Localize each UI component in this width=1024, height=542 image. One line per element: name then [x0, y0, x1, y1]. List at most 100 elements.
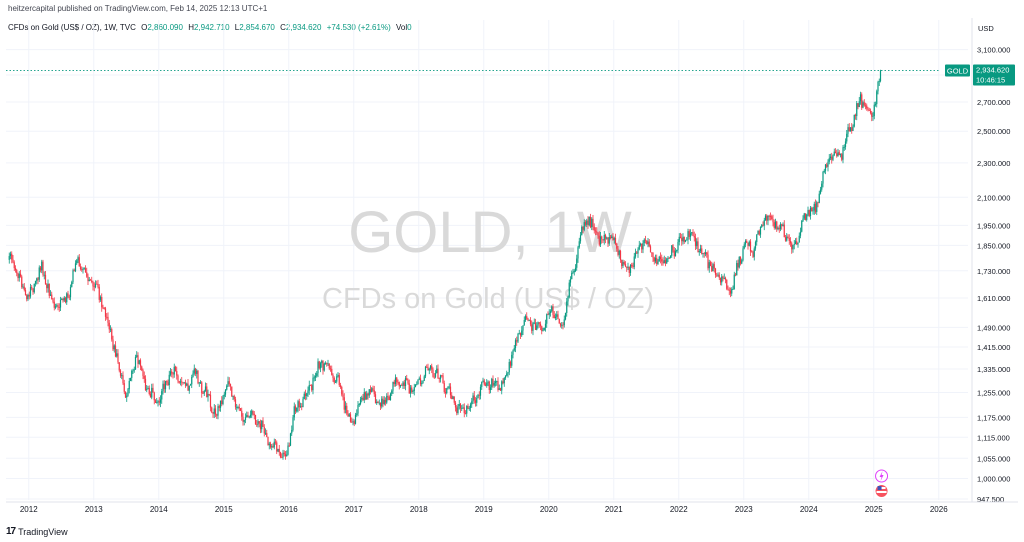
candle-107	[142, 368, 144, 380]
candle-374	[476, 395, 478, 407]
candle-body-461	[584, 222, 587, 225]
candle-body-224	[288, 445, 290, 447]
candle-329	[419, 374, 422, 387]
candle-140	[183, 381, 185, 384]
candle-520	[658, 255, 660, 262]
candle-689	[869, 108, 872, 115]
candle-body-532	[673, 250, 675, 257]
currency-label: USD	[978, 24, 994, 33]
candle-260	[333, 376, 335, 385]
candle-body-606	[766, 215, 768, 221]
candle-320	[408, 379, 410, 394]
candle-body-296	[378, 402, 380, 404]
candle-694	[876, 89, 878, 108]
candle-body-395	[502, 381, 504, 384]
candle-body-536	[678, 236, 680, 243]
candle-274	[351, 417, 353, 423]
candle-body-449	[569, 279, 572, 283]
candle-body-133	[174, 366, 177, 372]
candle-body-228	[293, 406, 295, 418]
candle-body-194	[251, 410, 253, 415]
candle-332	[423, 374, 425, 382]
candle-body-29	[44, 274, 47, 285]
candle-body-132	[173, 366, 175, 375]
candle-226	[291, 425, 293, 436]
candle-650	[821, 180, 823, 192]
candle-340	[433, 373, 435, 380]
candle-body-464	[588, 217, 590, 226]
candle-394	[501, 380, 503, 395]
candle-body-62	[86, 272, 88, 277]
candle-531	[672, 244, 674, 253]
candle-body-656	[828, 158, 830, 162]
candle-body-26	[41, 261, 43, 271]
candle-body-254	[326, 363, 328, 365]
candle-102	[136, 351, 138, 358]
candle-278	[356, 409, 358, 417]
candle-body-396	[503, 377, 505, 384]
candle-545	[689, 229, 692, 241]
candle-157	[204, 382, 207, 392]
candle-body-414	[526, 316, 528, 319]
candle-body-322	[411, 387, 413, 392]
candle-body-195	[252, 410, 254, 414]
candle-body-137	[179, 381, 182, 383]
candle-body-171	[222, 396, 224, 405]
candle-body-316	[403, 382, 405, 386]
candle-body-345	[439, 375, 442, 379]
candle-182	[236, 403, 238, 412]
lightning-glyph	[879, 471, 884, 481]
candle-350	[446, 387, 448, 395]
lightning-event-icon[interactable]	[875, 469, 889, 483]
candle-112	[148, 385, 150, 396]
candle-body-597	[754, 242, 757, 249]
candle-body-40	[58, 307, 60, 308]
candle-208	[268, 441, 270, 450]
candle-body-290	[371, 388, 373, 393]
candle-192	[248, 415, 250, 419]
candle-body-127	[167, 382, 169, 386]
candle-body-487	[617, 248, 619, 255]
candle-293	[374, 391, 377, 404]
candle-body-76	[103, 308, 105, 310]
candle-465	[589, 213, 592, 229]
candle-228	[293, 402, 295, 421]
candle-542	[686, 237, 688, 241]
us-flag-event-icon[interactable]	[875, 485, 888, 497]
candle-467	[592, 214, 594, 231]
candle-body-666	[841, 154, 843, 160]
candle-84	[113, 344, 115, 353]
candle-body-552	[698, 251, 700, 253]
candle-258	[331, 365, 333, 376]
candle-577	[729, 287, 732, 298]
candle-96	[128, 377, 130, 394]
candle-body-562	[711, 265, 713, 272]
candle-279	[357, 400, 359, 417]
candle-168	[218, 404, 220, 412]
candle-487	[617, 246, 619, 257]
candle-body-636	[803, 213, 805, 219]
tradingview-logo[interactable]: 17 TradingView	[6, 526, 68, 537]
candle-body-139	[182, 382, 184, 384]
candle-body-74	[101, 297, 103, 308]
candle-body-631	[797, 242, 799, 245]
candle-259	[332, 373, 334, 382]
candle-166	[216, 413, 218, 419]
candle-448	[568, 279, 570, 299]
candle-body-570	[721, 276, 723, 283]
candle-455	[577, 245, 579, 263]
candle-27	[42, 259, 44, 277]
candle-161	[209, 391, 212, 412]
candle-104	[138, 359, 140, 365]
candle-body-378	[481, 381, 483, 387]
candle-body-149	[194, 368, 197, 374]
candle-87	[117, 349, 119, 364]
candle-body-352	[448, 386, 450, 388]
candle-52	[73, 268, 75, 272]
candle-236	[303, 391, 305, 400]
candle-631	[797, 242, 799, 248]
candle-202	[261, 420, 263, 433]
candle-323	[412, 389, 414, 394]
candle-640	[808, 209, 810, 218]
